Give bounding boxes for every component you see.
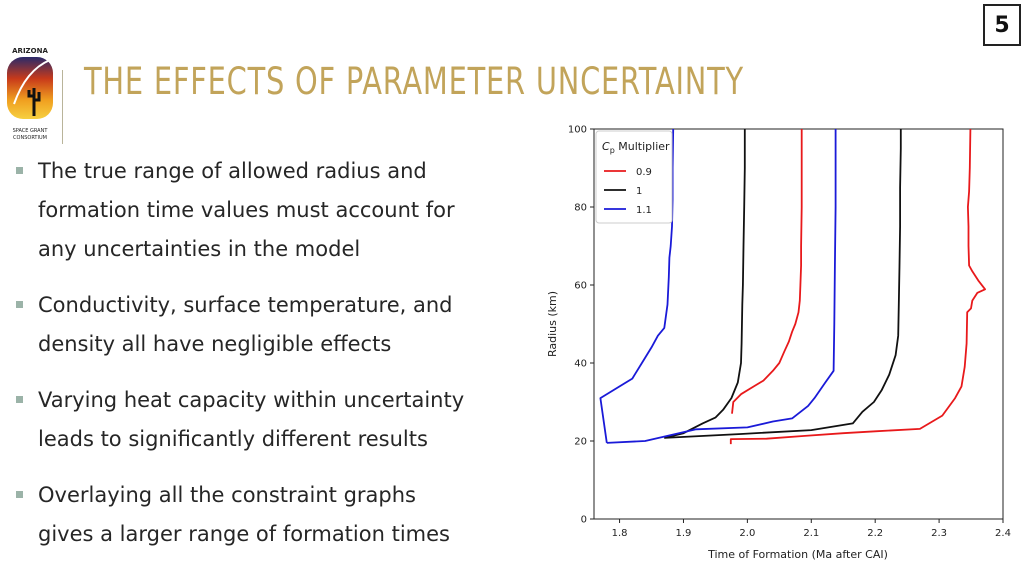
- bullet-item: Overlaying all the constraint graphs give…: [16, 476, 556, 554]
- legend-label: 0.9: [636, 167, 652, 178]
- x-tick-label: 2.4: [995, 528, 1011, 539]
- x-tick-label: 1.9: [676, 528, 692, 539]
- series-line-0-9-b: [731, 129, 803, 414]
- bullet-square-icon: [16, 491, 23, 498]
- series-line-1-1-a: [606, 129, 837, 444]
- bullet-item: Conductivity, surface temperature, and de…: [16, 286, 556, 364]
- slide-number: 5: [983, 4, 1021, 46]
- legend: Cp Multiplier 0.9 1 1.1: [595, 130, 673, 224]
- y-tick-label: 60: [574, 281, 587, 292]
- x-tick-label: 2.0: [739, 528, 755, 539]
- plot-frame: [593, 128, 1004, 520]
- y-tick-label: 20: [574, 437, 587, 448]
- bullet-item: The true range of allowed radius and form…: [16, 152, 556, 269]
- arizona-space-grant-logo: ARIZONA SPACE GRANT CONSORTIUM: [7, 47, 53, 141]
- x-tick-label: 2.1: [803, 528, 819, 539]
- logo-top-text: ARIZONA: [12, 47, 48, 55]
- x-tick-label: 2.3: [931, 528, 947, 539]
- bullet-square-icon: [16, 396, 23, 403]
- bullet-text: The true range of allowed radius and form…: [38, 159, 455, 261]
- bullet-text: Overlaying all the constraint graphs give…: [38, 483, 450, 546]
- y-axis-label: Radius (km): [546, 291, 559, 357]
- x-axis-label: Time of Formation (Ma after CAI): [707, 548, 888, 561]
- series-line-0-9-a: [729, 128, 987, 445]
- bullet-list: The true range of allowed radius and form…: [16, 152, 556, 571]
- series-line-1-a: [664, 129, 746, 439]
- legend-title: Cp Multiplier: [602, 140, 670, 155]
- bullet-text: Varying heat capacity within uncertainty…: [38, 388, 465, 451]
- logo-bottom-text-1: SPACE GRANT: [13, 128, 49, 134]
- legend-label: 1.1: [636, 205, 652, 216]
- x-tick-label: 1.8: [612, 528, 628, 539]
- legend-label: 1: [636, 186, 642, 197]
- y-tick-label: 0: [581, 515, 587, 526]
- bullet-square-icon: [16, 167, 23, 174]
- bullet-item: Varying heat capacity within uncertainty…: [16, 381, 556, 459]
- logo-divider: [62, 70, 63, 144]
- y-tick-label: 80: [574, 203, 587, 214]
- y-tick-label: 100: [568, 125, 587, 136]
- x-tick-label: 2.2: [867, 528, 883, 539]
- logo-bottom-text-2: CONSORTIUM: [13, 135, 47, 141]
- bullet-text: Conductivity, surface temperature, and de…: [38, 293, 453, 356]
- series-line-1-b: [664, 129, 902, 439]
- slide-title: THE EFFECTS OF PARAMETER UNCERTAINTY: [84, 60, 744, 103]
- formation-time-chart: 1.8 1.9 2.0 2.1 2.2 2.3 2.4 0 20 40 60 80 100 Time o…: [546, 125, 1011, 562]
- y-tick-label: 40: [574, 359, 587, 370]
- bullet-square-icon: [16, 301, 23, 308]
